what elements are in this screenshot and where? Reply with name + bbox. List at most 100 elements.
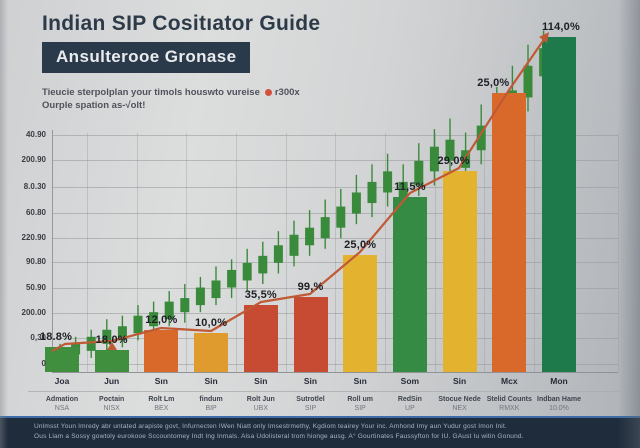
bar [243,305,278,372]
candlestick [102,329,112,344]
subtitle-line2: Ourple spation as-√olt! [42,100,146,111]
y-axis-label: 220.90 [21,233,46,242]
y-axis-label: 60.80 [25,208,46,217]
bar [194,333,229,372]
bar-value-label: 10,0% [194,317,228,329]
candlestick [149,312,159,327]
column-code-label: NISX [103,405,120,412]
column-code-label: NEX [452,405,467,412]
y-axis-label: 40.90 [25,130,46,139]
subtitle-text: Tieucie sterpolplan your timols houswto … [42,86,300,112]
footer-disclaimer: Unlmsst Youn Imredy abr untated arapiste… [0,416,640,448]
x-axis-label: Sın [154,376,168,386]
bar-value-label: 11,5% [394,181,426,193]
column-name-label: Stelid Counts [486,396,532,403]
column-gridline [86,133,88,372]
candlestick [445,139,455,161]
column-name-label: Poctain [99,396,125,403]
bar [45,347,79,372]
column-code-label: SIP [304,405,317,412]
candlestick [289,234,299,256]
column-code-label: UP [405,405,415,412]
trend-arrow-icon [539,32,549,43]
column-code-label: UBX [253,405,268,412]
candlestick [414,160,424,186]
column-code-label: RMXK [499,405,520,412]
bar-value-label: 18,0% [95,334,128,346]
bar-value-label: 99,% [297,281,324,293]
column-code-label: SIP [354,405,366,412]
candlestick [367,181,377,204]
candlestick [476,125,486,151]
trend-marker-icon [107,342,117,350]
gridline [52,135,618,136]
candlestick [133,315,143,334]
candlestick [429,146,439,172]
y-axis-label: 0 [41,359,46,368]
gridline [52,160,618,161]
x-axis-line [52,372,618,373]
column-gridline [186,133,188,372]
bar [442,171,477,372]
footer-line2: Ous Llam a Sossy gowtoly eurokooe Sccoun… [34,433,524,440]
y-axis-label: 8.0.30 [23,182,46,191]
gridline [52,238,618,239]
subtitle-line1-pre: Tieucie sterpolplan your timols houswto … [42,87,260,98]
column-code-label: BIP [205,405,217,412]
x-axis-label: Joa [54,376,70,386]
y-axis-label: 0,30 [30,333,46,342]
bar [392,197,427,372]
bar-value-label: 29,0% [437,155,470,167]
column-code-label: BEX [154,405,169,412]
column-name-label: Admation [45,396,79,403]
column-gridline [385,133,387,372]
gridline [52,313,618,314]
x-axis-label: Sin [303,376,318,386]
page-title: Indian SIP Cositıator Guide [42,12,321,35]
gridline [52,338,618,339]
candlestick [117,326,127,341]
candlestick [273,245,283,263]
column-name-label: Indban Hame [537,396,581,403]
column-name-label: RedSin [397,396,422,403]
red-dot-icon [264,89,272,96]
x-axis-label: Sin [254,376,268,386]
bar [492,93,527,372]
column-gridline [434,133,436,372]
candlestick [320,217,330,239]
column-name-label: Sutrotlel [296,396,325,403]
bar [343,255,378,372]
bar-value-label: 18.8% [39,331,73,343]
trend-line [51,37,546,352]
candlestick [398,181,408,200]
labels-divider [28,391,620,392]
x-axis-label: Sın [353,376,367,386]
bar-value-label: 25,0% [477,77,510,89]
gridline [52,213,618,214]
column-name-label: Rolt Lm [148,396,175,403]
candlestick [86,336,96,351]
column-gridline [136,133,138,372]
subtitle-line1-post: r300x [274,87,300,98]
bar [542,37,576,372]
column-name-label: findum [199,396,223,403]
y-axis-line [52,130,53,372]
bar [293,297,328,372]
candlestick [258,255,268,274]
x-axis-label: Mcx [501,376,518,386]
column-name-label: Stocue Nede [438,396,481,403]
column-gridline [285,133,287,372]
footer-line1: Unlmsst Youn Imredy abr untated arapiste… [34,423,507,430]
y-axis-label: 200.90 [21,155,46,164]
y-axis-label: 50.90 [25,283,46,292]
candlestick [242,262,252,281]
gridline [52,288,618,289]
column-name-label: Roll um [347,396,374,403]
bar-value-label: 35,5% [244,289,277,301]
column-gridline [335,133,337,372]
candlestick [351,192,361,214]
candlestick [211,280,221,299]
candlestick [305,227,315,246]
column-code-label: NSA [54,405,70,412]
